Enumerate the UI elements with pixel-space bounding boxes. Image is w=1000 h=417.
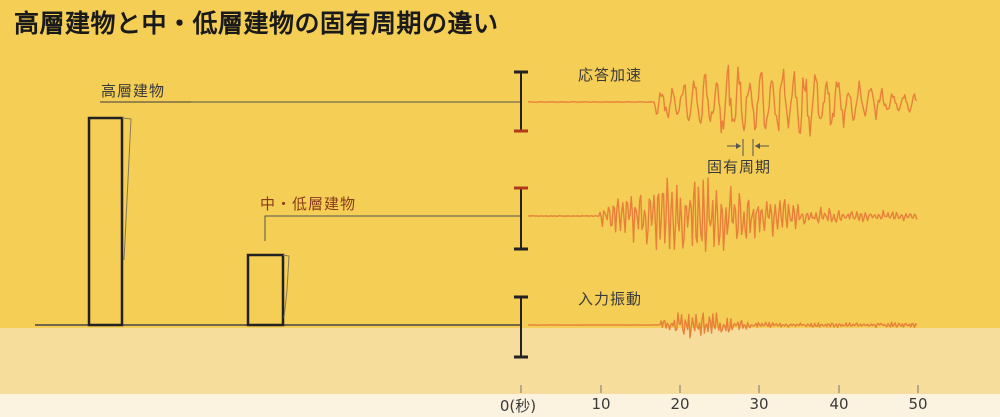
tall-building-sway-outline: [121, 117, 132, 261]
period-arrowhead-right: [755, 143, 760, 149]
time-tick-50: 50: [908, 395, 928, 413]
time-tick-40: 40: [829, 395, 849, 413]
mid-low-building-sway-outline: [282, 254, 290, 319]
tall-building: [87, 116, 124, 327]
page-title: 高層建物と中・低層建物の固有周期の違い: [14, 9, 499, 38]
time-tick-10: 10: [591, 395, 611, 413]
time-tick-20: 20: [670, 395, 690, 413]
time-axis-band: [0, 394, 1000, 417]
mid-low-building-label: 中・低層建物: [260, 195, 357, 213]
natural-period-label: 固有周期: [707, 158, 772, 176]
response-acceleration-label: 応答加速: [578, 66, 643, 84]
time-axis-ticks: [520, 385, 919, 393]
natural-period-marker: [727, 139, 769, 156]
tall-building-label: 高層建物: [101, 82, 166, 100]
time-tick-30: 30: [749, 395, 769, 413]
response-waveform-tall: [528, 64, 918, 137]
mid-low-building-leader: [264, 215, 520, 241]
time-tick-0: 0(秒): [499, 397, 537, 415]
period-arrowhead-left: [736, 143, 741, 149]
response-waveform-mid-low: [527, 177, 918, 253]
input-vibration-label: 入力振動: [578, 290, 643, 308]
input-waveform: [527, 312, 918, 339]
mid-low-building: [246, 253, 285, 327]
waveforms: [527, 64, 918, 339]
ground-band: [0, 328, 1000, 394]
